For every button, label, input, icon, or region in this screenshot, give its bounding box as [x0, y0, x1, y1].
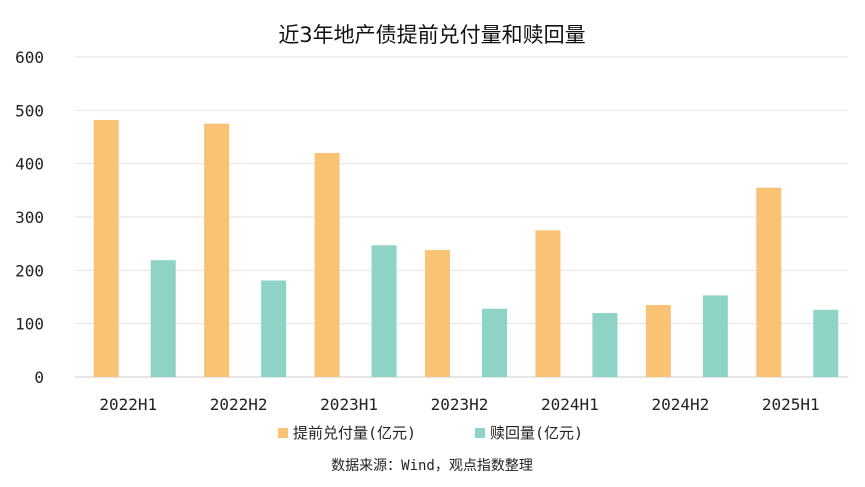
bar-early-redemption-2024H1 [535, 230, 561, 377]
x-tick-label: 2024H1 [541, 395, 599, 414]
legend: 提前兑付量(亿元) 赎回量(亿元) [278, 424, 583, 442]
legend-label: 提前兑付量(亿元) [293, 424, 416, 442]
bar-early-redemption-2022H1 [93, 119, 119, 377]
bar-callback-2025H1 [813, 309, 839, 377]
y-tick-label: 0 [34, 368, 44, 387]
y-tick-label: 400 [15, 155, 44, 174]
x-axis-ticks: 2022H1 2022H2 2023H1 2023H2 2024H1 2024H2 2025… [99, 395, 819, 414]
y-tick-label: 300 [15, 208, 44, 227]
x-tick-label: 2024H2 [651, 395, 709, 414]
bar-callback-2024H2 [702, 295, 728, 377]
source-note: 数据来源：Wind，观点指数整理 [331, 458, 533, 474]
bar-callback-2023H1 [371, 245, 397, 377]
bars [93, 119, 839, 378]
y-tick-label: 100 [15, 315, 44, 334]
gridlines [75, 56, 848, 378]
bar-early-redemption-2025H1 [756, 187, 782, 377]
legend-label: 赎回量(亿元) [490, 424, 583, 442]
x-tick-label: 2023H2 [431, 395, 489, 414]
x-tick-label: 2025H1 [762, 395, 820, 414]
bar-callback-2022H1 [150, 260, 176, 377]
bar-callback-2024H1 [592, 313, 618, 377]
legend-swatch [278, 428, 288, 438]
bar-early-redemption-2024H2 [645, 305, 671, 377]
x-tick-label: 2023H1 [320, 395, 378, 414]
bar-early-redemption-2022H2 [204, 123, 230, 378]
bar-callback-2022H2 [261, 280, 287, 377]
y-axis-ticks: 0 100 200 300 400 500 600 [15, 48, 44, 387]
chart-title: 近3年地产债提前兑付量和赎回量 [278, 23, 585, 47]
x-tick-label: 2022H1 [99, 395, 157, 414]
y-tick-label: 200 [15, 261, 44, 280]
bar-early-redemption-2023H2 [425, 250, 450, 377]
legend-swatch [475, 428, 485, 438]
bar-early-redemption-2023H1 [314, 153, 340, 377]
bar-callback-2023H2 [482, 308, 507, 377]
y-tick-label: 500 [15, 101, 44, 120]
y-tick-label: 600 [15, 48, 44, 67]
x-tick-label: 2022H2 [210, 395, 268, 414]
